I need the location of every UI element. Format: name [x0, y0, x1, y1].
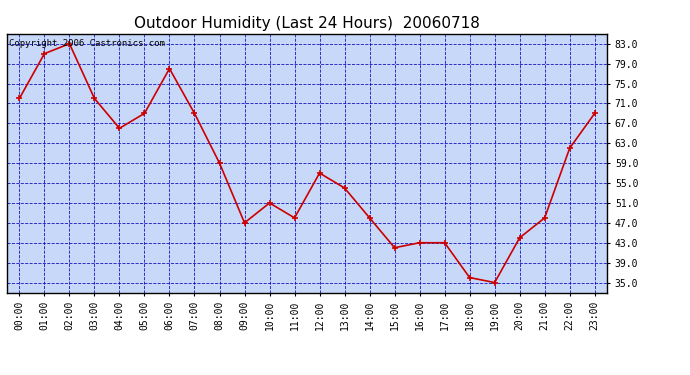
Title: Outdoor Humidity (Last 24 Hours)  20060718: Outdoor Humidity (Last 24 Hours) 2006071… [134, 16, 480, 31]
Text: Copyright 2006 Castronics.com: Copyright 2006 Castronics.com [9, 39, 165, 48]
